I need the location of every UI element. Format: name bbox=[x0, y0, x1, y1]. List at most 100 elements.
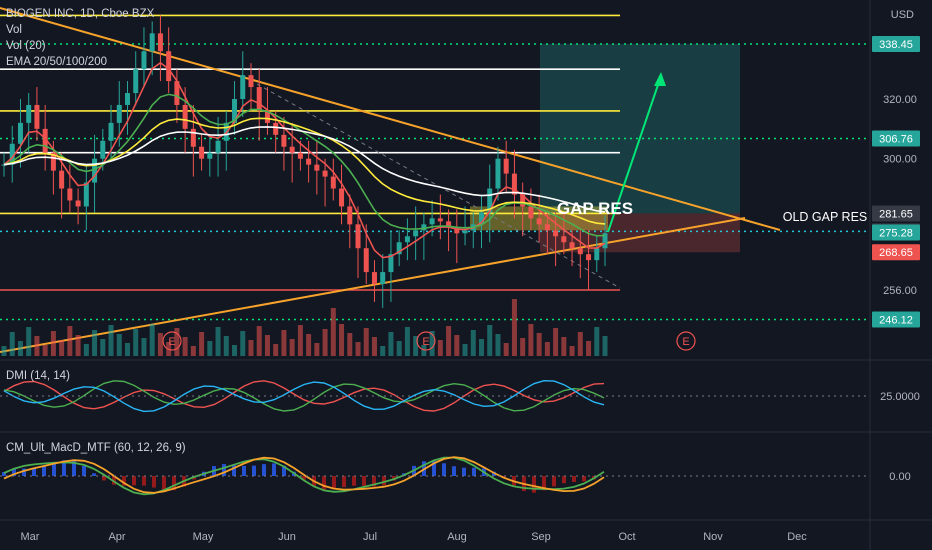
macd-hist-11 bbox=[112, 476, 116, 485]
price-tag-5: 275.28 bbox=[872, 224, 920, 241]
x-tick-label-9: Dec bbox=[787, 531, 807, 543]
candle-body-33 bbox=[273, 122, 279, 135]
macd-hist-28 bbox=[282, 465, 286, 476]
volume-bar-29 bbox=[240, 331, 246, 356]
vol20-label[interactable]: Vol (20) bbox=[6, 40, 46, 52]
volume-bar-17 bbox=[141, 338, 147, 356]
candle-body-54 bbox=[446, 221, 452, 228]
macd-hist-27 bbox=[272, 463, 276, 476]
volume-bar-62 bbox=[511, 299, 517, 356]
candle-body-70 bbox=[577, 248, 583, 255]
candle-body-69 bbox=[569, 242, 575, 249]
price-tag-bg-2 bbox=[872, 205, 920, 222]
candle-body-13 bbox=[108, 122, 114, 141]
macd-hist-2 bbox=[22, 468, 26, 476]
ema-label[interactable]: EMA 20/50/100/200 bbox=[6, 56, 108, 68]
candle-body-43 bbox=[355, 224, 361, 249]
price-tag-text-2: 281.65 bbox=[879, 208, 913, 220]
volume-bar-0 bbox=[1, 346, 7, 356]
x-tick-label-4: Jul bbox=[363, 531, 377, 543]
earnings-marker-1-text: E bbox=[168, 336, 175, 348]
macd-hist-26 bbox=[262, 464, 266, 476]
macd-hist-15 bbox=[152, 476, 156, 488]
macd-line bbox=[3, 456, 605, 496]
candle-body-41 bbox=[339, 188, 345, 207]
candle-body-2 bbox=[17, 122, 23, 144]
candle-body-56 bbox=[462, 230, 468, 234]
macd-hist-37 bbox=[372, 476, 376, 487]
volume-bar-67 bbox=[553, 328, 559, 356]
candle-body-39 bbox=[322, 170, 328, 177]
volume-bar-37 bbox=[306, 334, 312, 356]
price-tag-bg-6 bbox=[872, 311, 920, 328]
candle-body-16 bbox=[133, 69, 139, 94]
x-tick-label-2: May bbox=[193, 531, 214, 543]
price-tag-text-0: 338.45 bbox=[879, 39, 913, 51]
volume-bar-44 bbox=[363, 328, 369, 356]
volume-bar-36 bbox=[297, 325, 303, 356]
earnings-marker-3-text: E bbox=[682, 336, 689, 348]
candle-body-36 bbox=[297, 152, 303, 159]
candle-body-52 bbox=[429, 218, 435, 225]
candle-body-40 bbox=[330, 176, 336, 189]
price-tag-0: 338.45 bbox=[872, 35, 920, 52]
macd-hist-46 bbox=[462, 467, 466, 476]
volume-bar-38 bbox=[314, 343, 320, 356]
currency-label: USD bbox=[890, 9, 914, 21]
volume-bar-71 bbox=[586, 341, 592, 356]
volume-bar-53 bbox=[437, 340, 443, 356]
volume-bar-66 bbox=[544, 342, 550, 356]
volume-bar-51 bbox=[421, 345, 427, 356]
candle-body-9 bbox=[75, 200, 81, 207]
macd-hist-13 bbox=[132, 476, 136, 486]
y-tick-label-1: 300.00 bbox=[883, 154, 917, 166]
volume-bar-56 bbox=[462, 344, 468, 356]
macd-hist-45 bbox=[452, 466, 456, 476]
volume-bar-31 bbox=[256, 326, 262, 356]
volume-bar-2 bbox=[17, 341, 23, 356]
volume-bar-40 bbox=[330, 308, 336, 356]
candle-body-35 bbox=[289, 146, 295, 153]
macd-hist-58 bbox=[582, 476, 586, 482]
candle-body-46 bbox=[380, 272, 386, 285]
macd-hist-9 bbox=[92, 473, 96, 476]
macd-hist-8 bbox=[82, 465, 86, 476]
volume-bar-69 bbox=[569, 346, 575, 356]
volume-bar-9 bbox=[75, 335, 81, 356]
price-tag-bg-0 bbox=[872, 35, 920, 52]
volume-bar-24 bbox=[199, 332, 205, 356]
volume-bar-48 bbox=[396, 341, 402, 356]
macd-hist-55 bbox=[552, 476, 556, 487]
macd-hist-47 bbox=[472, 467, 476, 476]
candle-body-28 bbox=[232, 99, 238, 123]
symbol-title[interactable]: BIOGEN INC, 1D, Cboe BZX bbox=[6, 8, 155, 20]
candle-body-55 bbox=[454, 227, 460, 234]
volume-bar-41 bbox=[339, 324, 345, 356]
macd-hist-23 bbox=[232, 464, 236, 476]
candle-body-45 bbox=[371, 272, 377, 285]
candle-body-19 bbox=[157, 33, 163, 52]
price-tag-bg-4 bbox=[872, 244, 920, 261]
dmi-label[interactable]: DMI (14, 14) bbox=[6, 370, 70, 382]
candle-body-49 bbox=[404, 236, 410, 243]
price-axis-panel bbox=[870, 0, 932, 550]
target-zone bbox=[540, 43, 740, 214]
x-tick-label-1: Apr bbox=[108, 531, 125, 543]
candle-body-24 bbox=[199, 146, 205, 159]
candle-body-10 bbox=[83, 182, 89, 207]
candle-body-5 bbox=[42, 128, 48, 153]
volume-bar-39 bbox=[322, 329, 328, 356]
macd-hist-25 bbox=[252, 465, 256, 476]
candle-body-62 bbox=[511, 173, 517, 195]
volume-bar-72 bbox=[594, 327, 600, 356]
candle-body-47 bbox=[388, 254, 394, 273]
macd-label[interactable]: CM_Ult_MacD_MTF (60, 12, 26, 9) bbox=[6, 442, 186, 454]
volume-bar-25 bbox=[207, 341, 213, 356]
macd-hist-3 bbox=[32, 468, 36, 476]
vol-label[interactable]: Vol bbox=[6, 24, 22, 36]
volume-bar-42 bbox=[347, 333, 353, 356]
volume-bar-43 bbox=[355, 342, 361, 356]
volume-bar-4 bbox=[34, 336, 40, 356]
candle-body-61 bbox=[503, 158, 509, 174]
